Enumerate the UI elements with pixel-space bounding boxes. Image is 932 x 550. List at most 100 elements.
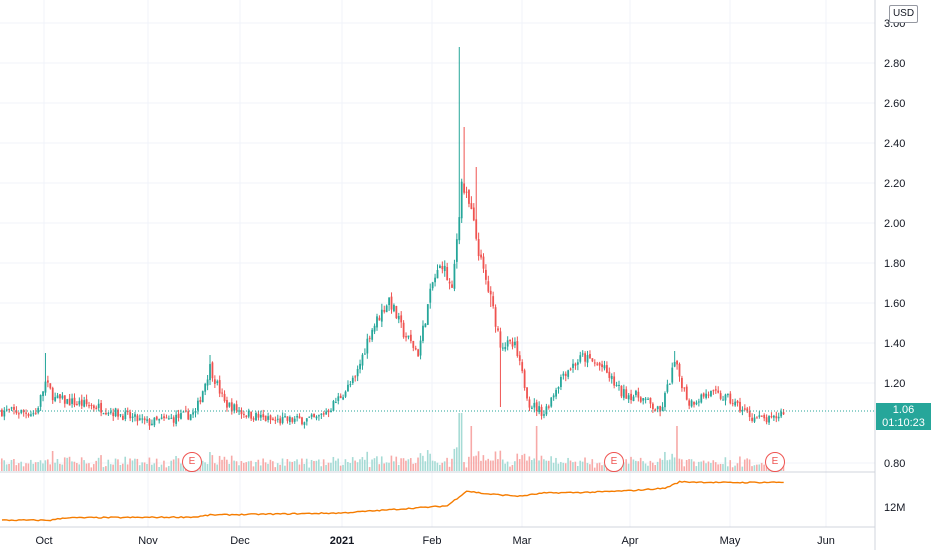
volume-bar xyxy=(584,457,586,471)
candle-body xyxy=(673,361,676,367)
volume-bar xyxy=(226,459,228,471)
candle-body xyxy=(530,407,533,409)
candle-body xyxy=(383,310,386,312)
volume-bar xyxy=(216,464,218,471)
price-tick-label: 2.40 xyxy=(884,138,905,150)
volume-bar xyxy=(632,459,635,471)
candle-body xyxy=(441,265,444,270)
candle-body xyxy=(647,398,649,400)
volume-bar xyxy=(763,464,765,471)
volume-bar xyxy=(175,455,177,471)
currency-label[interactable]: USD xyxy=(889,5,918,23)
volume-bar xyxy=(293,461,296,471)
candle-body xyxy=(303,422,306,425)
candle-body xyxy=(359,363,361,370)
candle-body xyxy=(148,419,151,426)
time-tick-label: Apr xyxy=(621,535,638,547)
candle-body xyxy=(66,399,69,404)
volume-bar xyxy=(596,463,598,471)
volume-bar xyxy=(42,463,44,471)
volume-bar xyxy=(514,461,516,471)
candle-body xyxy=(180,413,182,419)
volume-bar xyxy=(475,455,477,471)
candle-body xyxy=(293,418,296,422)
candle-body xyxy=(327,410,330,413)
volume-bar xyxy=(264,462,267,471)
volume-bar xyxy=(635,460,637,471)
candle-body xyxy=(676,360,678,365)
volume-bar xyxy=(165,467,168,471)
candle-body xyxy=(243,413,245,415)
volume-bar xyxy=(233,460,235,471)
earnings-marker-1[interactable]: E xyxy=(182,452,202,472)
volume-bar xyxy=(683,466,686,471)
volume-bar xyxy=(383,463,385,471)
volume-bar xyxy=(368,467,371,471)
earnings-marker-3[interactable]: E xyxy=(765,452,785,472)
volume-bar xyxy=(654,465,656,471)
candle-body xyxy=(332,400,335,411)
volume-bar xyxy=(731,467,734,471)
volume-bar xyxy=(59,463,61,471)
volume-bar xyxy=(325,464,327,471)
candle-body xyxy=(596,363,599,365)
volume-bar xyxy=(310,459,313,471)
time-axis[interactable]: Oct Nov Dec 2021 Feb Mar Apr May Jun xyxy=(35,535,834,547)
volume-bar xyxy=(601,465,603,471)
candle-body xyxy=(402,322,405,338)
volume-bar xyxy=(492,460,494,471)
candle-body xyxy=(422,325,424,342)
candle-body xyxy=(729,393,732,404)
earnings-marker-2[interactable]: E xyxy=(604,452,624,472)
volume-bar xyxy=(693,461,695,471)
volume-bar xyxy=(105,466,107,471)
volume-bar xyxy=(538,460,540,471)
volume-bar xyxy=(61,464,64,471)
volume-bar xyxy=(5,464,8,471)
volume-bar xyxy=(705,463,707,471)
candle-body xyxy=(555,389,557,397)
candle-body xyxy=(5,409,8,411)
candle-body xyxy=(581,353,584,355)
volume-bar xyxy=(39,460,42,471)
volume-bar xyxy=(73,461,76,471)
volume-bar xyxy=(274,467,277,471)
candle-body xyxy=(509,339,511,342)
candle-body xyxy=(436,270,439,279)
volume-bar xyxy=(255,461,257,471)
volume-bar xyxy=(593,467,596,471)
candle-body xyxy=(557,387,560,389)
candle-body xyxy=(460,181,463,219)
volume-bar xyxy=(291,461,293,471)
candle-body xyxy=(681,377,683,389)
candle-body xyxy=(146,419,148,421)
candle-body xyxy=(49,383,52,389)
candle-body xyxy=(325,411,328,415)
volume-bar xyxy=(647,465,649,471)
candle-body xyxy=(584,353,587,362)
candle-body xyxy=(480,254,482,258)
candle-body xyxy=(267,416,269,420)
candle-body xyxy=(475,219,478,239)
candle-body xyxy=(240,410,243,415)
volume-bar xyxy=(288,461,291,471)
candle-body xyxy=(187,411,190,420)
candle-body xyxy=(651,403,654,409)
candle-body xyxy=(743,408,746,410)
candle-body xyxy=(10,407,13,409)
volume-bar xyxy=(622,462,625,471)
volume-bar xyxy=(388,462,390,471)
volume-bar xyxy=(678,458,681,471)
candle-body xyxy=(526,387,528,399)
candle-body xyxy=(3,410,6,417)
candle-body xyxy=(97,403,100,408)
candle-body xyxy=(506,340,509,347)
volume-bar xyxy=(501,459,504,471)
candle-body xyxy=(380,309,383,322)
candle-body xyxy=(642,398,645,401)
volume-bar xyxy=(460,413,463,471)
indicator-line xyxy=(1,480,784,522)
volume-bar xyxy=(366,451,369,471)
candle-body xyxy=(414,347,417,350)
candle-body xyxy=(221,392,224,394)
